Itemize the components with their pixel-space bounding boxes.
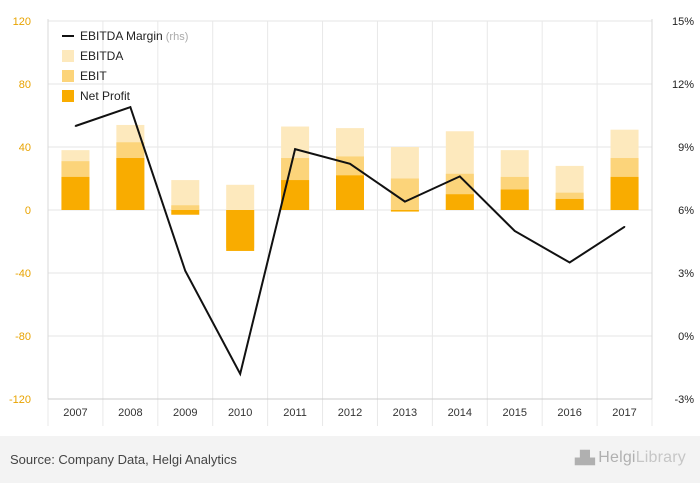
bar-net-profit (555, 198, 584, 210)
x-tick-label: 2015 (502, 407, 526, 419)
line-point (513, 230, 516, 232)
legend-label: EBITDA (80, 49, 123, 63)
line-point (74, 125, 77, 127)
bar-net-profit (226, 210, 255, 251)
right-tick-label: 12% (672, 79, 694, 91)
left-tick-label: 120 (13, 16, 31, 28)
left-tick-label: -80 (15, 331, 31, 343)
legend-swatch (62, 90, 74, 102)
chart: 120 80 40 0 -40 -80 -120 15% 12% 9% 6% 3% 0% -3% 2007 2… (9, 16, 694, 426)
bar-ebit (171, 205, 200, 210)
left-tick-label: 80 (19, 79, 31, 91)
bar-net-profit (281, 180, 310, 210)
bar-net-profit (171, 210, 200, 215)
line-point (239, 373, 241, 375)
margin-line (74, 105, 626, 377)
legend-label: EBIT (80, 69, 107, 83)
right-tick-label: 0% (678, 331, 694, 343)
legend-label: EBITDA Margin (rhs) (80, 29, 188, 43)
bar-net-profit (445, 194, 474, 210)
x-tick-label: 2008 (118, 407, 142, 419)
legend-swatch (62, 70, 74, 82)
line-point (349, 163, 351, 165)
source-note: Source: Company Data, Helgi Analytics (10, 452, 237, 467)
left-tick-label: 40 (19, 142, 31, 154)
grid-lines (47, 20, 653, 426)
axes: 120 80 40 0 -40 -80 -120 15% 12% 9% 6% 3% 0% -3% 2007 2… (9, 16, 694, 419)
legend-label: Net Profit (80, 89, 131, 103)
x-tick-label: 2017 (612, 407, 636, 419)
x-tick-label: 2011 (283, 407, 307, 419)
bar-ebitda (226, 184, 255, 210)
line-point (568, 261, 571, 264)
bar-net-profit (500, 189, 529, 210)
bar-net-profit (61, 176, 90, 210)
right-tick-label: 3% (678, 268, 694, 280)
city-icon: ▟▙ (574, 450, 596, 465)
left-tick-label: 0 (25, 205, 31, 217)
left-tick-label: -120 (9, 394, 31, 406)
logo-main-text: Helgi (598, 449, 636, 466)
right-tick-label: 15% (672, 16, 694, 28)
line-point (623, 226, 626, 228)
bar-net-profit (390, 210, 419, 212)
line-point (129, 106, 132, 108)
x-tick-label: 2013 (393, 407, 417, 419)
line-point (459, 175, 461, 178)
legend-swatch (62, 50, 74, 62)
bars (61, 124, 639, 251)
line-point (404, 200, 406, 203)
bar-net-profit (116, 158, 145, 210)
right-tick-label: 6% (678, 205, 694, 217)
helgi-library-logo: ▟▙ HelgiLibrary (575, 449, 686, 467)
x-tick-label: 2014 (448, 407, 472, 419)
x-tick-label: 2007 (63, 407, 87, 419)
x-tick-label: 2009 (173, 407, 197, 419)
x-tick-label: 2012 (338, 407, 362, 419)
legend: EBITDA Margin (rhs) EBITDA EBIT Net Profit (62, 29, 188, 103)
legend-note: (rhs) (163, 31, 189, 43)
footer: Source: Company Data, Helgi Analytics ▟▙… (0, 436, 700, 483)
right-tick-label: -3% (674, 394, 694, 406)
x-tick-label: 2010 (228, 407, 252, 419)
bar-net-profit (336, 175, 364, 210)
bar-ebitda (171, 180, 200, 210)
logo-sub-text: Library (635, 449, 686, 466)
left-tick-label: -40 (15, 268, 31, 280)
line-point (184, 270, 187, 272)
x-tick-label: 2016 (557, 407, 581, 419)
line-point (294, 148, 296, 150)
bar-net-profit (610, 176, 639, 210)
right-tick-label: 9% (678, 142, 694, 154)
